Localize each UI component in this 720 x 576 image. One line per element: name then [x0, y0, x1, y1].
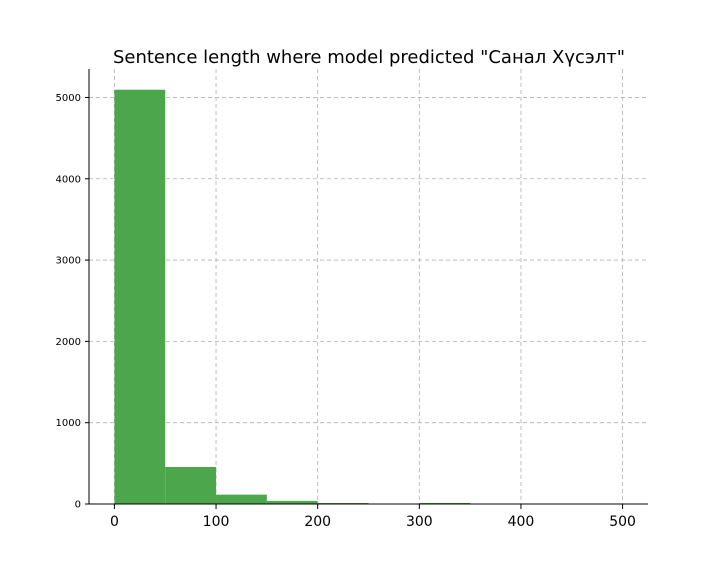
histogram-bars — [114, 89, 623, 504]
y-tick-label-3: 3000 — [56, 256, 81, 267]
histogram-bar-2 — [216, 494, 267, 504]
x-tick-label-3: 300 — [406, 514, 433, 530]
x-tick-label-4: 400 — [508, 514, 535, 530]
x-tick-label-2: 200 — [304, 514, 331, 530]
histogram-bar-0 — [114, 89, 166, 504]
histogram-bar-6 — [419, 502, 471, 504]
histogram-bar-1 — [165, 467, 217, 504]
x-tick-label-0: 0 — [110, 514, 119, 530]
chart-title: Sentence length where model predicted "С… — [113, 47, 625, 68]
y-tick-label-4: 4000 — [56, 174, 81, 185]
y-tick-label-1: 1000 — [56, 418, 81, 429]
x-tick-label-5: 500 — [609, 514, 636, 530]
y-tick-label-2: 2000 — [56, 337, 81, 348]
histogram-bar-3 — [266, 500, 318, 504]
y-tick-label-5: 5000 — [56, 93, 81, 104]
x-tick-label-1: 100 — [203, 514, 230, 530]
grid-lines — [89, 69, 648, 505]
y-tick-label-0: 0 — [75, 500, 81, 511]
